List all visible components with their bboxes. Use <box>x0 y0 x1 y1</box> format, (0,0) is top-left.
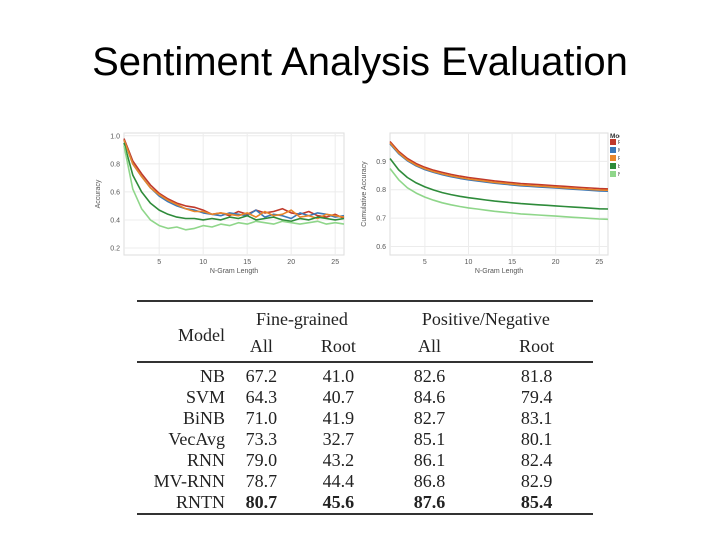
plot-area <box>389 132 609 256</box>
legend-label: RNTN <box>618 140 620 146</box>
header-posneg-all: All <box>418 335 442 356</box>
cell-value: 73.3 <box>245 429 278 449</box>
row-model: RNN <box>186 450 225 470</box>
cell-value: 82.9 <box>520 471 553 491</box>
y-tick-label: 0.8 <box>376 187 386 194</box>
row-model: RNTN <box>176 492 225 512</box>
x-axis-label: N-Gram Length <box>475 268 523 275</box>
y-tick-label: 1.0 <box>110 133 120 140</box>
cell-value: 32.7 <box>322 429 355 449</box>
y-axis-label: Accuracy <box>95 179 102 208</box>
cell-value: 80.7 <box>245 492 278 512</box>
legend-swatch <box>610 147 616 153</box>
cell-value: 85.4 <box>520 492 553 512</box>
y-tick-label: 0.8 <box>110 161 120 168</box>
legend-label: biNB <box>618 164 620 170</box>
cell-value: 83.1 <box>520 408 553 428</box>
cell-value: 85.1 <box>413 429 446 449</box>
y-tick-label: 0.9 <box>376 159 386 166</box>
series-line-binb <box>389 158 609 210</box>
series-line-rntn <box>389 140 609 190</box>
cell-value: 41.9 <box>322 408 355 428</box>
cell-value: 87.6 <box>413 492 446 512</box>
table-row: MV-RNN 78.7 44.4 86.8 82.9 <box>137 471 593 492</box>
header-posneg-root: Root <box>519 335 555 356</box>
header-fine-grained: Fine-grained <box>255 309 348 329</box>
cell-value: 82.7 <box>413 408 446 428</box>
y-tick-label: 0.4 <box>110 217 120 224</box>
x-tick-label: 15 <box>243 259 251 266</box>
cell-value: 82.6 <box>413 366 446 386</box>
x-tick-label: 15 <box>508 259 516 266</box>
cell-value: 79.4 <box>520 387 553 407</box>
cell-value: 45.6 <box>322 492 355 512</box>
series-line-nb <box>123 145 345 231</box>
cell-value: 64.3 <box>245 387 278 407</box>
legend-swatch <box>610 171 616 177</box>
row-model: VecAvg <box>168 429 225 449</box>
series-line-rnn <box>123 139 345 220</box>
series-line-nb <box>389 168 609 221</box>
results-table: Model Fine-grained Positive/Negative All… <box>137 300 593 515</box>
y-tick-label: 0.7 <box>376 216 386 223</box>
slide-title: Sentiment Analysis Evaluation <box>92 40 628 84</box>
table-row: BiNB 71.0 41.9 82.7 83.1 <box>137 408 593 429</box>
row-model: BiNB <box>182 408 225 428</box>
cell-value: 67.2 <box>245 366 278 386</box>
table-row: RNTN 80.7 45.6 87.6 85.4 <box>137 492 593 514</box>
x-axis-label: N-Gram Length <box>210 268 258 275</box>
header-fine-root: Root <box>320 335 356 356</box>
x-tick-label: 10 <box>465 259 473 266</box>
cell-value: 44.4 <box>322 471 355 491</box>
legend-label: RNN <box>618 156 620 162</box>
row-model: SVM <box>185 387 225 407</box>
cell-value: 86.1 <box>413 450 446 470</box>
cell-value: 43.2 <box>322 450 355 470</box>
y-tick-label: 0.6 <box>110 189 120 196</box>
cell-value: 81.8 <box>520 366 553 386</box>
header-positive-negative: Positive/Negative <box>421 309 550 329</box>
cell-value: 82.4 <box>520 450 553 470</box>
legend-swatch <box>610 139 616 145</box>
table-row: SVM 64.3 40.7 84.6 79.4 <box>137 387 593 408</box>
row-model: NB <box>199 366 225 386</box>
y-axis-label: Cumulative Accuracy <box>361 161 368 227</box>
legend-swatch <box>610 155 616 161</box>
x-tick-label: 20 <box>287 259 295 266</box>
table-row: NB 67.2 41.0 82.6 81.8 <box>137 362 593 387</box>
cell-value: 41.0 <box>322 366 355 386</box>
legend-label: NB <box>618 172 620 178</box>
x-tick-label: 25 <box>595 259 603 266</box>
table-row: VecAvg 73.3 32.7 85.1 80.1 <box>137 429 593 450</box>
x-tick-label: 5 <box>157 259 161 266</box>
series-line-binb <box>123 142 345 223</box>
x-tick-label: 25 <box>331 259 339 266</box>
y-tick-label: 0.6 <box>376 244 386 251</box>
cell-value: 86.8 <box>413 471 446 491</box>
cell-value: 84.6 <box>413 387 446 407</box>
legend-title: Model <box>610 133 620 140</box>
row-model: MV-RNN <box>153 471 225 491</box>
x-tick-label: 5 <box>423 259 427 266</box>
cell-value: 71.0 <box>245 408 278 428</box>
charts-area: 0.2 0.4 0.6 0.8 1.0 5 10 15 20 25 N-Gram Length Acc… <box>95 132 620 275</box>
legend-swatch <box>610 163 616 169</box>
cell-value: 40.7 <box>322 387 355 407</box>
y-tick-label: 0.2 <box>110 245 120 252</box>
cell-value: 80.1 <box>520 429 553 449</box>
header-fine-all: All <box>249 335 273 356</box>
x-tick-label: 20 <box>552 259 560 266</box>
legend-label: MV-RNN <box>618 148 620 154</box>
table-row: RNN 79.0 43.2 86.1 82.4 <box>137 450 593 471</box>
header-model: Model <box>178 324 225 345</box>
cell-value: 78.7 <box>245 471 278 491</box>
series-line-mv-rnn <box>389 143 609 192</box>
x-tick-label: 10 <box>199 259 207 266</box>
cell-value: 79.0 <box>245 450 278 470</box>
series-line-rnn <box>389 142 609 192</box>
